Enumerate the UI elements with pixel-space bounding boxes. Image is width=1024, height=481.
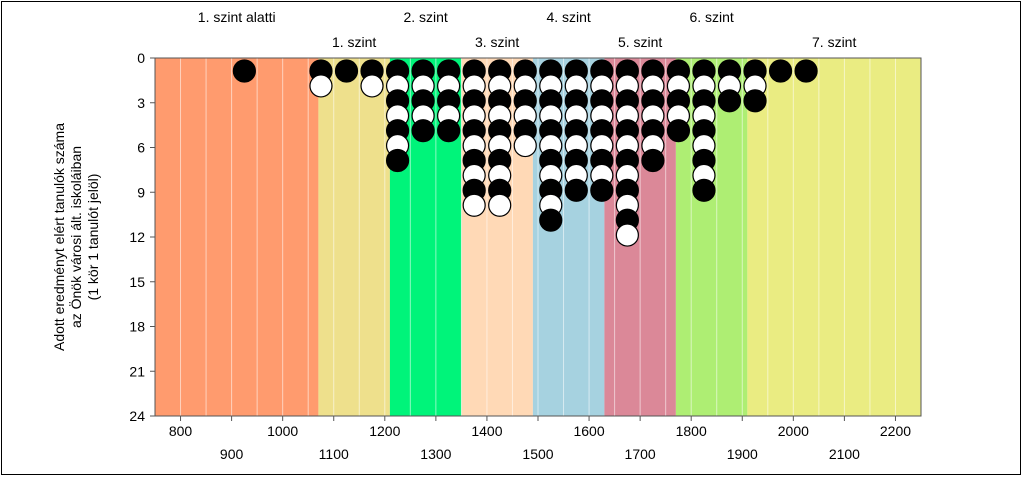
- level-band-1: [155, 58, 319, 416]
- student-marker: [232, 59, 256, 83]
- student-marker: [488, 193, 512, 217]
- y-tick-label: 12: [129, 229, 145, 245]
- y-axis-label-line-2: az Önök városi ált. iskoláiban: [67, 146, 84, 328]
- level-label-3: 2. szint: [403, 9, 447, 25]
- student-marker: [411, 119, 435, 143]
- x-tick-label: 1700: [625, 446, 656, 462]
- student-markers: [232, 59, 818, 247]
- level-label-6: 5. szint: [618, 34, 662, 50]
- y-axis-label-line-1: Adott eredményt elért tanulók száma: [51, 123, 67, 351]
- level-label-8: 7. szint: [812, 34, 856, 50]
- student-marker: [360, 74, 384, 98]
- x-tick-label: 1400: [471, 423, 502, 439]
- student-marker: [462, 193, 486, 217]
- y-tick-label: 6: [137, 140, 145, 156]
- gridlines: [180, 58, 896, 416]
- y-axis: 0 3 6 9 12 15 18 21 24: [129, 50, 155, 424]
- x-tick-label: 2000: [778, 423, 809, 439]
- student-marker: [743, 89, 767, 113]
- level-label-7: 6. szint: [689, 9, 733, 25]
- level-label-2: 1. szint: [332, 34, 376, 50]
- student-marker: [768, 59, 793, 83]
- level-label-4: 3. szint: [475, 34, 519, 50]
- x-tick-label: 900: [220, 446, 244, 462]
- x-tick-label: 1300: [420, 446, 451, 462]
- y-tick-label: 21: [129, 363, 145, 379]
- level-labels: 1. szint alatti 1. szint 2. szint 3. szint 4…: [198, 9, 857, 50]
- student-marker: [794, 59, 818, 83]
- student-marker: [309, 74, 333, 98]
- x-tick-label: 1600: [573, 423, 604, 439]
- student-marker: [692, 178, 716, 202]
- x-tick-label: 2100: [829, 446, 860, 462]
- x-tick-label: 1500: [522, 446, 553, 462]
- y-tick-label: 3: [137, 95, 145, 111]
- y-tick-label: 15: [129, 274, 145, 290]
- x-tick-label: 1900: [727, 446, 758, 462]
- level-label-5: 4. szint: [546, 9, 590, 25]
- level-band-8: [747, 58, 921, 416]
- x-tick-label: 2200: [880, 423, 911, 439]
- y-tick-label: 9: [137, 184, 145, 200]
- x-tick-label: 1800: [676, 423, 707, 439]
- x-tick-label: 1200: [369, 423, 400, 439]
- x-axis: 800 1000 1200 1400 1600 1800 2000 2200 900 1100 13…: [169, 416, 911, 462]
- student-marker: [437, 119, 461, 143]
- level-label-1: 1. szint alatti: [198, 9, 276, 25]
- y-tick-label: 18: [129, 319, 145, 335]
- student-marker: [539, 208, 563, 232]
- student-marker: [717, 89, 742, 113]
- y-axis-label-line-3: (1 kör 1 tanulót jelöl): [85, 174, 101, 301]
- x-tick-label: 1000: [267, 423, 298, 439]
- student-marker: [666, 119, 691, 143]
- y-tick-label: 0: [137, 50, 145, 66]
- student-marker: [590, 178, 614, 202]
- student-marker: [615, 223, 639, 247]
- student-marker: [641, 148, 665, 173]
- student-marker: [334, 59, 359, 83]
- student-marker: [513, 133, 537, 158]
- x-tick-label: 1100: [319, 446, 349, 462]
- x-tick-label: 800: [169, 423, 193, 439]
- student-marker: [385, 148, 410, 173]
- student-marker: [564, 178, 588, 202]
- y-tick-label: 24: [129, 408, 145, 424]
- level-band-2: [318, 58, 390, 416]
